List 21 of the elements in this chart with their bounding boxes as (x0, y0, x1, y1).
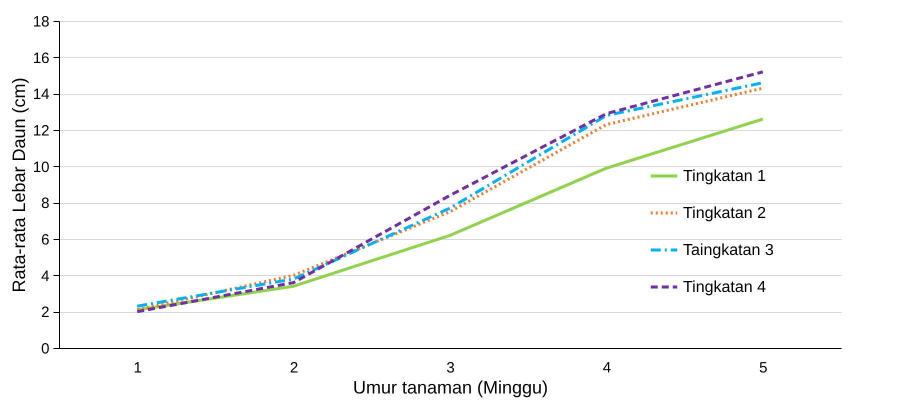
x-axis-title: Umur tanaman (Minggu) (352, 378, 548, 398)
x-tick-label: 5 (759, 360, 768, 376)
y-tick-label: 14 (32, 86, 50, 104)
legend-label: Tingkatan 4 (683, 279, 766, 296)
legend-label: Tingkatan 2 (683, 205, 766, 222)
legend-label: Tingkatan 1 (683, 168, 766, 185)
y-axis-title: Rata-rata Lebar Daun (cm) (8, 77, 29, 293)
y-tick-label: 4 (41, 268, 50, 285)
x-tick-label: 2 (290, 360, 298, 376)
x-tick-label: 3 (446, 360, 455, 376)
legend-label: Taingkatan 3 (683, 242, 774, 259)
y-tick-label: 6 (41, 232, 50, 248)
y-tick-label: 0 (41, 340, 50, 358)
y-tick-label: 8 (41, 195, 50, 212)
y-tick-label: 12 (32, 122, 50, 140)
y-tick-label: 18 (32, 14, 50, 30)
y-tick-label: 2 (41, 304, 50, 322)
y-tick-label: 16 (32, 50, 50, 67)
x-tick-label: 4 (602, 360, 612, 376)
x-tick-label: 1 (134, 360, 142, 376)
y-tick-label: 10 (32, 158, 50, 176)
